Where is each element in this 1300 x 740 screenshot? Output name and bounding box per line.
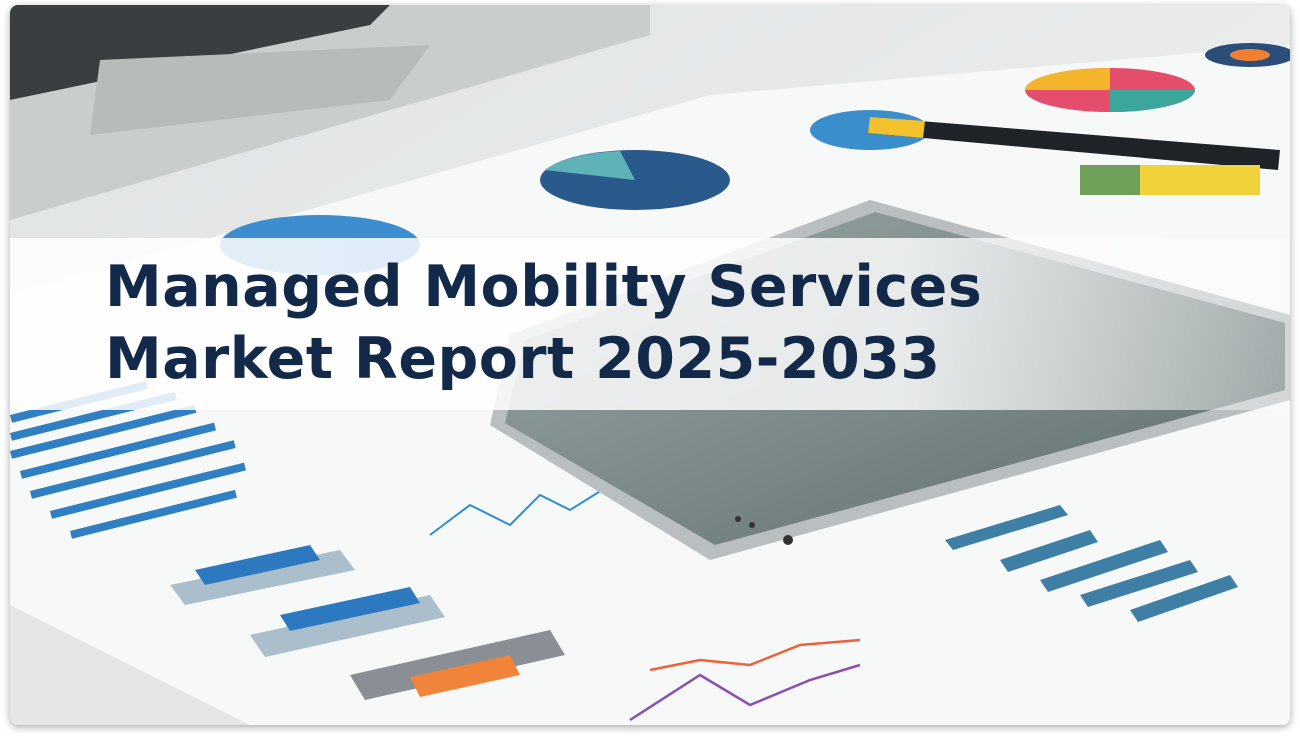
title-line-2: Market Report 2025-2033 [105,326,941,392]
title-line-1: Managed Mobility Services [105,254,983,320]
report-title: Managed Mobility Services Market Report … [105,251,982,395]
pen-image [868,117,1280,170]
title-band [10,238,1290,410]
bar-chart-image-right [945,505,1238,622]
laptop-image [10,5,650,220]
report-banner: Managed Mobility Services Market Report … [10,5,1290,725]
bar-chart-image-bottom [170,545,565,700]
